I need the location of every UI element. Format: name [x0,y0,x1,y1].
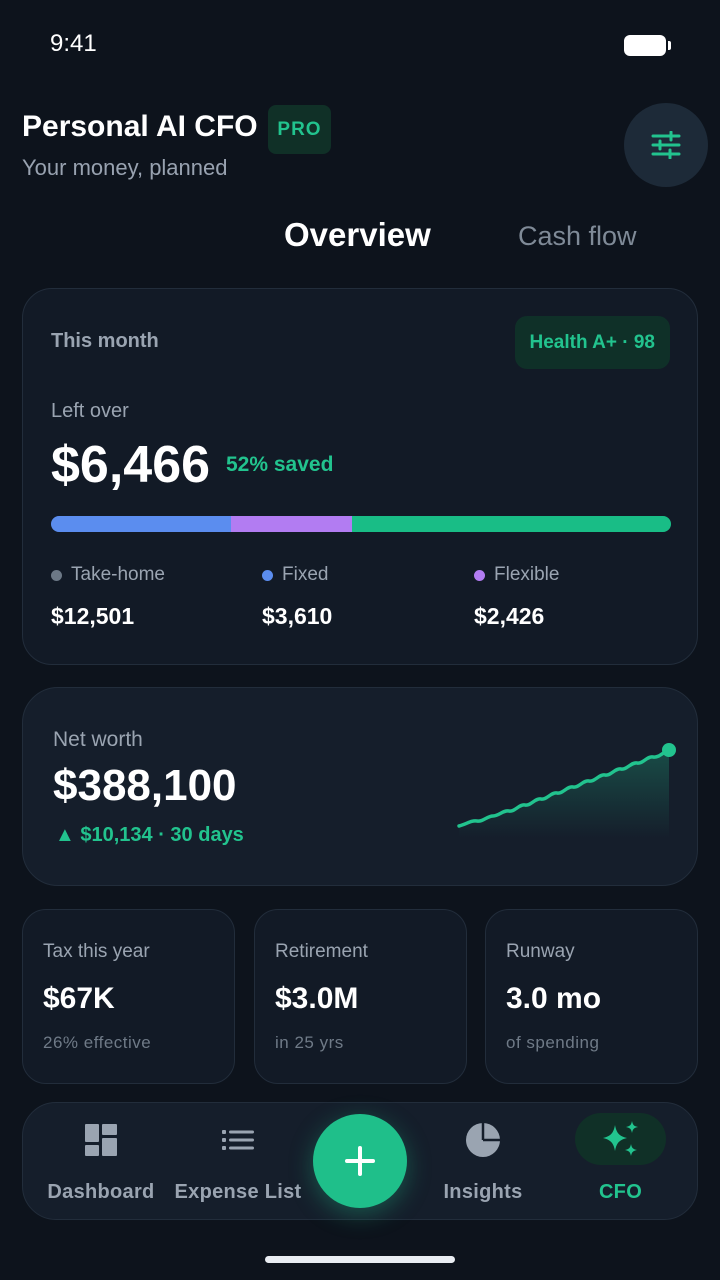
flexible-label: Flexible [494,564,560,585]
allocation-bar [51,516,671,532]
runway-value: 3.0 mo [506,982,602,1015]
tax-label: Tax this year [43,941,150,962]
fixed-dot [262,569,273,581]
pro-badge: PRO [268,105,331,154]
net-worth-change: ▲ $10,134 · 30 days [55,824,244,846]
legend-fixed: Fixed $3,610 [262,564,332,630]
cfo-active-indicator [575,1113,666,1165]
runway-label: Runway [506,941,575,962]
plus-icon [345,1146,375,1176]
nav-expense-list[interactable]: Expense List [171,1103,305,1221]
nav-dashboard-label: Dashboard [47,1181,155,1203]
net-worth-value: $388,100 [53,761,237,810]
battery-icon [624,35,671,56]
health-badge[interactable]: Health A+ · 98 [514,316,670,369]
take-home-dot [51,569,62,581]
take-home-label: Take-home [71,564,165,585]
tax-value: $67K [43,982,115,1015]
status-time: 9:41 [50,30,97,57]
tab-overview[interactable]: Overview [284,216,431,253]
allocation-segment-flexible [230,516,352,532]
saved-percentage: 52% saved [226,453,334,476]
flexible-dot [474,569,485,581]
legend-take-home: Take-home $12,501 [51,564,165,630]
sparkles-icon [602,1121,638,1156]
runway-card[interactable]: Runway 3.0 mo of spending [485,909,698,1084]
list-icon [222,1130,254,1150]
net-worth-sparkline [457,743,676,838]
add-button[interactable] [313,1114,407,1208]
flexible-value: $2,426 [474,603,545,629]
net-worth-label: Net worth [53,728,143,751]
home-indicator [265,1256,455,1263]
app-subtitle: Your money, planned [22,155,228,180]
sliders-icon [651,131,681,159]
fixed-label: Fixed [282,564,329,585]
dashboard-icon [85,1124,117,1156]
allocation-segment-fixed [51,516,231,532]
tab-cash-flow[interactable]: Cash flow [518,221,637,251]
nav-cfo[interactable]: CFO [575,1103,666,1221]
app-title: Personal AI CFO [22,110,258,143]
retirement-sub: in 25 yrs [275,1033,344,1052]
retirement-value: $3.0M [275,982,359,1015]
this-month-card[interactable]: This month Health A+ · 98 Left over $6,4… [22,288,698,665]
take-home-value: $12,501 [51,603,135,629]
legend-flexible: Flexible $2,426 [474,564,559,630]
fixed-value: $3,610 [262,603,333,629]
net-worth-card[interactable]: Net worth $388,100 ▲ $10,134 · 30 days [22,687,698,886]
nav-cfo-label: CFO [598,1181,643,1203]
nav-insights-label: Insights [443,1181,523,1203]
runway-sub: of spending [506,1033,600,1052]
pie-chart-icon [466,1123,500,1157]
retirement-card[interactable]: Retirement $3.0M in 25 yrs [254,909,467,1084]
left-over-value: $6,466 [51,436,211,494]
allocation-segment-saved [351,516,671,532]
retirement-label: Retirement [275,941,368,962]
left-over-label: Left over [51,400,129,422]
settings-button[interactable] [624,103,708,187]
nav-expense-list-label: Expense List [174,1181,302,1203]
nav-insights[interactable]: Insights [428,1103,538,1221]
nav-dashboard[interactable]: Dashboard [41,1103,161,1221]
this-month-label: This month [51,330,159,352]
tax-card[interactable]: Tax this year $67K 26% effective [22,909,235,1084]
tax-sub: 26% effective [43,1033,152,1052]
